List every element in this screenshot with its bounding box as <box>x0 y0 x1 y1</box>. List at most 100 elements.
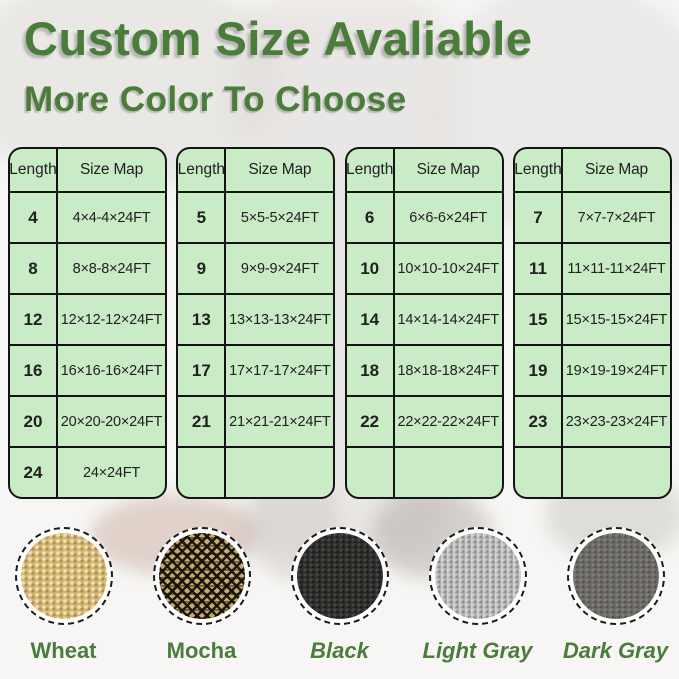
length-cell: 10 <box>347 244 395 293</box>
size-map-cell: 16×16-16×24FT <box>60 362 163 379</box>
length-cell: 22 <box>347 397 395 446</box>
page-title: Custom Size Avaliable <box>24 12 533 65</box>
size-table-1: Length Size Map 4 4×4-4×24FT 8 8×8-8×24FT 12 12… <box>8 147 167 499</box>
column-header-length: Length <box>515 149 563 191</box>
black-swatch-ring <box>290 527 389 625</box>
dark-gray-swatch-label: Dark Gray <box>562 638 669 663</box>
length-cell: 19 <box>515 346 563 395</box>
length-cell: 4 <box>10 193 58 242</box>
light-gray-swatch: Light Gray <box>423 527 533 664</box>
table-row: 16 16×16-16×24FT <box>10 346 165 397</box>
size-table-4: Length Size Map 7 7×7-7×24FT 11 11×11-11×24FT… <box>512 147 672 499</box>
size-map-cell: 20×20-20×24FT <box>60 413 163 430</box>
size-map-cell: 14×14-14×24FT <box>397 311 499 328</box>
dark-gray-swatch-ring <box>566 527 665 625</box>
size-map-cell <box>226 448 333 497</box>
black-swatch-label: Black <box>310 638 369 663</box>
mocha-swatch-ring <box>152 527 251 625</box>
table-row <box>515 448 670 497</box>
table-header-row: Length Size Map <box>178 149 334 193</box>
black-swatch-image <box>296 533 383 619</box>
length-cell: 9 <box>178 244 227 293</box>
table-header-row: Length Size Map <box>346 149 502 193</box>
mocha-swatch-label: Mocha <box>166 638 237 663</box>
table-row: 10 10×10-10×24FT <box>346 244 502 295</box>
light-gray-swatch-ring <box>428 527 527 625</box>
dark-gray-swatch-image <box>572 533 659 619</box>
length-cell: 21 <box>178 397 227 446</box>
size-map-cell: 18×18-18×24FT <box>397 362 499 379</box>
mocha-swatch-image <box>158 533 245 619</box>
table-row: 9 9×9-9×24FT <box>178 244 334 295</box>
table-row: 14 14×14-14×24FT <box>346 295 502 346</box>
table-row: 21 21×21-21×24FT <box>178 397 334 448</box>
length-cell: 18 <box>347 346 395 395</box>
column-header-size-map: Size Map <box>416 161 480 178</box>
table-row: 11 11×11-11×24FT <box>514 244 670 295</box>
length-cell: 17 <box>178 346 227 395</box>
table-header-row: Length Size Map <box>10 149 165 193</box>
length-cell: 14 <box>347 295 395 344</box>
table-row: 8 8×8-8×24FT <box>10 244 165 295</box>
length-cell: 16 <box>10 346 58 395</box>
size-table-3: Length Size Map 6 6×6-6×24FT 10 10×10-10×24FT… <box>344 147 504 499</box>
wheat-swatch: Wheat <box>14 527 113 664</box>
size-map-cell: 5×5-5×24FT <box>240 209 319 226</box>
column-header-size-map: Size Map <box>79 161 143 178</box>
length-cell: 7 <box>515 193 563 242</box>
column-header-size-map: Size Map <box>584 161 648 178</box>
size-map-cell: 8×8-8×24FT <box>72 260 151 277</box>
light-gray-swatch-image <box>434 533 521 619</box>
size-table-2: Length Size Map 5 5×5-5×24FT 9 9×9-9×24FT 13 13… <box>176 147 336 499</box>
size-map-cell: 9×9-9×24FT <box>240 260 319 277</box>
size-map-cell <box>563 448 670 497</box>
table-row: 23 23×23-23×24FT <box>514 397 670 448</box>
length-cell: 13 <box>178 295 227 344</box>
size-map-cell <box>395 448 502 497</box>
black-swatch: Black <box>290 527 389 664</box>
table-row: 4 4×4-4×24FT <box>10 193 165 244</box>
color-swatches: Wheat Mocha Black Light Gray Dark Gray <box>0 527 679 664</box>
table-row: 24 24×24FT <box>10 448 165 497</box>
size-map-cell: 6×6-6×24FT <box>409 209 488 226</box>
length-cell: 11 <box>515 244 563 293</box>
table-row: 13 13×13-13×24FT <box>178 295 334 346</box>
column-header-length: Length <box>347 149 395 191</box>
size-map-cell: 7×7-7×24FT <box>577 209 656 226</box>
table-row: 22 22×22-22×24FT <box>346 397 502 448</box>
column-header-length: Length <box>10 149 58 191</box>
page-subtitle: More Color To Choose <box>24 80 407 119</box>
length-cell: 8 <box>10 244 58 293</box>
wheat-swatch-label: Wheat <box>30 638 97 663</box>
table-row: 15 15×15-15×24FT <box>514 295 670 346</box>
size-map-cell: 10×10-10×24FT <box>397 260 499 277</box>
size-map-cell: 4×4-4×24FT <box>72 209 151 226</box>
table-row: 17 17×17-17×24FT <box>178 346 334 397</box>
table-row: 5 5×5-5×24FT <box>178 193 334 244</box>
length-cell: 15 <box>515 295 563 344</box>
length-cell: 23 <box>515 397 563 446</box>
length-cell: 6 <box>347 193 395 242</box>
size-map-cell: 11×11-11×24FT <box>567 260 666 277</box>
light-gray-swatch-label: Light Gray <box>422 638 533 663</box>
length-cell: 20 <box>10 397 58 446</box>
length-cell: 5 <box>178 193 227 242</box>
length-cell: 12 <box>10 295 58 344</box>
table-row <box>347 448 502 497</box>
length-cell <box>515 448 563 497</box>
size-tables: Length Size Map 4 4×4-4×24FT 8 8×8-8×24FT 12 12… <box>8 147 672 499</box>
column-header-length: Length <box>178 149 227 191</box>
wheat-swatch-ring <box>14 527 113 625</box>
table-row: 18 18×18-18×24FT <box>346 346 502 397</box>
length-cell <box>178 448 227 497</box>
size-map-cell: 21×21-21×24FT <box>229 413 331 430</box>
length-cell: 24 <box>10 448 58 497</box>
size-map-cell: 24×24FT <box>82 464 141 481</box>
size-map-cell: 17×17-17×24FT <box>229 362 331 379</box>
size-map-cell: 23×23-23×24FT <box>565 413 668 430</box>
column-header-size-map: Size Map <box>248 161 312 178</box>
size-map-cell: 13×13-13×24FT <box>229 311 331 328</box>
table-row: 7 7×7-7×24FT <box>514 193 670 244</box>
size-map-cell: 22×22-22×24FT <box>397 413 499 430</box>
